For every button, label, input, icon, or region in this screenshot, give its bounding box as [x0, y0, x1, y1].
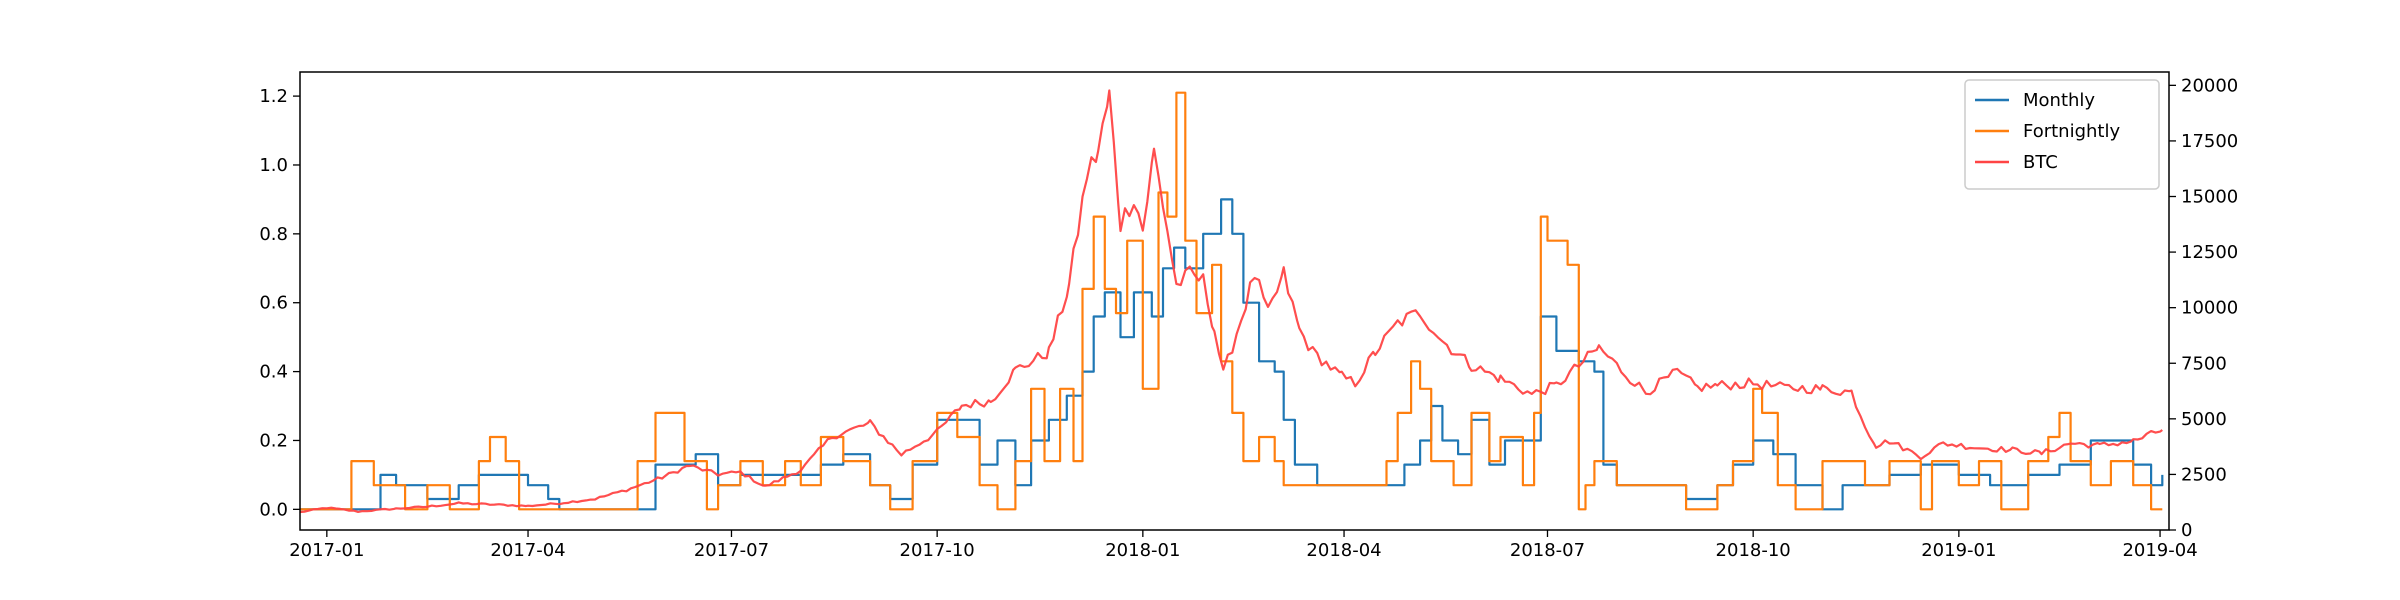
x-tick-label: 2017-07 — [694, 540, 769, 561]
legend-box — [1964, 79, 2160, 190]
x-tick-label: 2017-01 — [289, 540, 364, 561]
y-right-tick-label: 17500 — [2181, 131, 2238, 152]
y-right-tick-label: 10000 — [2181, 298, 2238, 319]
y-left-tick-label: 1.0 — [259, 155, 288, 176]
x-tick-label: 2019-04 — [2122, 540, 2197, 561]
y-right-tick-label: 20000 — [2181, 75, 2238, 96]
x-tick-label: 2018-04 — [1306, 540, 1381, 561]
x-tick-label: 2019-01 — [1921, 540, 1996, 561]
x-axis: 2017-01 2017-04 2017-07 2017-10 2018-01 2018-… — [289, 530, 2198, 561]
legend-label-btc: BTC — [2023, 152, 2058, 173]
legend-label-monthly: Monthly — [2023, 90, 2095, 111]
y-left-tick-label: 0.8 — [259, 224, 288, 245]
y-right-tick-label: 0 — [2181, 520, 2192, 541]
y-right-tick-label: 5000 — [2181, 409, 2227, 430]
legend: Monthly Fortnightly BTC — [1964, 79, 2160, 190]
y-axis-right: 0 2500 5000 7500 10000 12500 15000 17500 20000 — [2169, 75, 2238, 541]
y-left-tick-label: 0.0 — [259, 499, 288, 520]
y-left-tick-label: 0.4 — [259, 362, 288, 383]
legend-label-fortnightly: Fortnightly — [2023, 121, 2120, 142]
series-line-fortnightly — [300, 91, 2163, 511]
x-tick-label: 2018-07 — [1510, 540, 1585, 561]
y-left-tick-label: 0.2 — [259, 430, 288, 451]
x-tick-label: 2017-04 — [490, 540, 565, 561]
x-tick-label: 2018-10 — [1716, 540, 1791, 561]
series-line-monthly — [300, 198, 2164, 511]
y-right-tick-label: 15000 — [2181, 187, 2238, 208]
y-right-tick-label: 7500 — [2181, 353, 2227, 374]
y-left-tick-label: 1.2 — [259, 86, 288, 107]
y-right-tick-label: 12500 — [2181, 242, 2238, 263]
series-layer — [299, 89, 2164, 514]
plot-frame — [299, 71, 2170, 531]
series-line-btc — [299, 89, 2163, 514]
x-tick-label: 2018-01 — [1105, 540, 1180, 561]
x-tick-label: 2017-10 — [900, 540, 975, 561]
y-right-tick-label: 2500 — [2181, 464, 2227, 485]
y-axis-left: 0.0 0.2 0.4 0.6 0.8 1.0 1.2 — [259, 86, 300, 520]
y-left-tick-label: 0.6 — [259, 293, 288, 314]
